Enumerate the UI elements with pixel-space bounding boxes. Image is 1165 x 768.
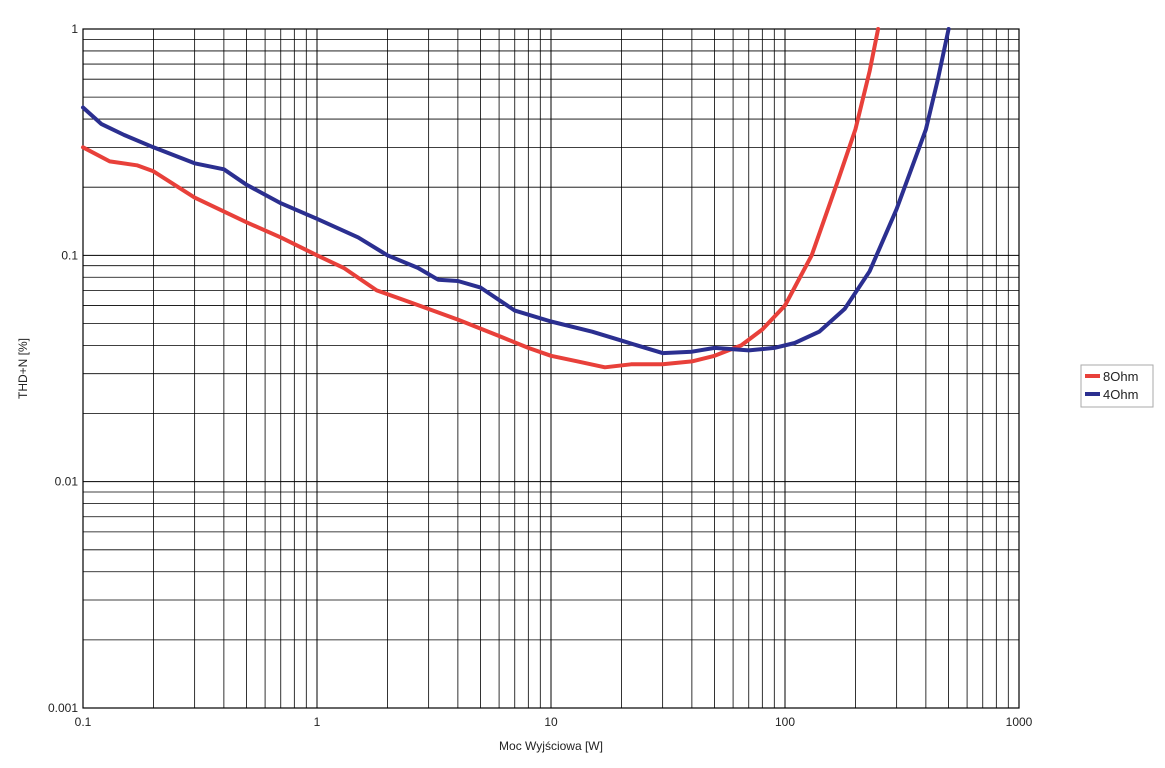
x-tick-label: 1000 — [1006, 715, 1033, 729]
x-axis-title: Moc Wyjściowa [W] — [499, 739, 603, 753]
tick-labels: 0.1 1 10 100 1000 1 0.1 0.01 0.001 — [48, 22, 1033, 729]
legend-label-4ohm: 4Ohm — [1103, 387, 1138, 402]
y-tick-label: 0.01 — [55, 475, 79, 489]
y-axis-title: THD+N [%] — [16, 338, 30, 399]
legend-label-8ohm: 8Ohm — [1103, 369, 1138, 384]
x-tick-label: 1 — [314, 715, 321, 729]
x-tick-label: 100 — [775, 715, 795, 729]
y-tick-label: 0.001 — [48, 701, 78, 715]
plot-frame — [82, 28, 1020, 709]
legend-box — [1080, 364, 1154, 408]
y-tick-label: 1 — [71, 22, 78, 36]
x-tick-label: 10 — [544, 715, 558, 729]
x-tick-label: 0.1 — [75, 715, 92, 729]
series-layer — [81, 27, 951, 370]
grid — [82, 29, 1019, 709]
series-line-8ohm — [81, 27, 881, 370]
legend: 8Ohm 4Ohm — [1080, 364, 1154, 408]
y-tick-label: 0.1 — [61, 248, 78, 262]
series-line-4ohm — [81, 27, 951, 356]
